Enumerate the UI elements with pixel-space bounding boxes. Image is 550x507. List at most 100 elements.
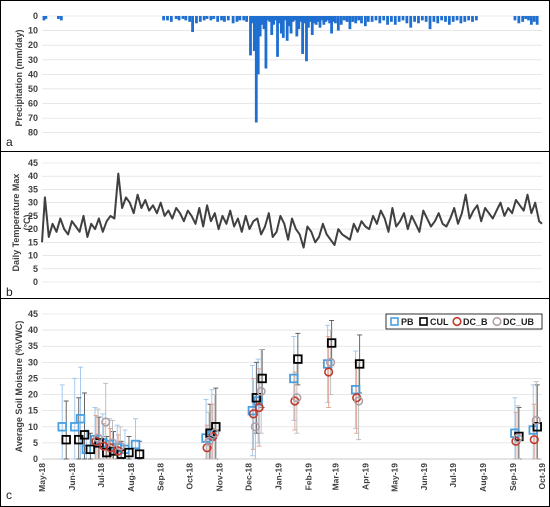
panel-label-b: b xyxy=(6,285,13,299)
precip-bar xyxy=(524,16,527,19)
precip-bar xyxy=(326,16,330,21)
soil-xtick-label: Sep-19 xyxy=(508,463,518,491)
precip-bar xyxy=(374,16,378,21)
precip-bar xyxy=(251,16,254,24)
precip-bar xyxy=(310,16,314,35)
precip-bar xyxy=(314,16,318,25)
precip-bar xyxy=(420,16,424,21)
precip-bar xyxy=(451,16,455,22)
precip-bar xyxy=(57,16,60,19)
marker-pb xyxy=(130,439,141,450)
precip-bar xyxy=(258,16,262,37)
marker-pb xyxy=(70,422,80,432)
precip-ytick-label: 70 xyxy=(28,113,38,123)
soil-xtick-label: May-19 xyxy=(389,463,399,492)
precip-bar xyxy=(467,16,471,21)
precip-bar xyxy=(527,16,530,21)
precip-bar xyxy=(274,16,277,21)
precip-bar xyxy=(517,16,521,24)
marker-dc_ub xyxy=(93,433,103,443)
temp-ytick-label: 15 xyxy=(28,237,38,247)
temp-ytick-label: 35 xyxy=(28,184,38,194)
precip-bar xyxy=(177,16,181,21)
precip-bar xyxy=(455,16,459,21)
legend-marker-dc-b xyxy=(452,316,462,327)
precip-bar xyxy=(285,16,289,41)
soil-xtick-label: Aug-18 xyxy=(126,463,136,492)
precip-bar xyxy=(223,16,226,22)
soil-ytick-label: 30 xyxy=(28,357,38,367)
precip-bar xyxy=(268,16,272,22)
marker-dc_b xyxy=(105,443,116,453)
precip-bar xyxy=(162,16,166,21)
marker-cul xyxy=(257,373,267,384)
marker-cul xyxy=(61,434,71,445)
precip-bar xyxy=(276,16,279,57)
precip-bar xyxy=(256,16,260,75)
precip-bar xyxy=(357,16,361,21)
precip-bar xyxy=(216,16,220,22)
precip-bar xyxy=(195,16,198,24)
precip-bar xyxy=(318,16,322,28)
marker-cul xyxy=(293,354,303,364)
precip-bar xyxy=(289,16,293,34)
marker-dc_ub xyxy=(204,436,214,446)
soil-xtick-label: Mar-19 xyxy=(330,463,340,491)
soil-xtick-label: Apr-19 xyxy=(360,463,370,490)
precip-bar xyxy=(393,16,397,25)
precip-bar xyxy=(231,16,235,24)
soil-ytick-label: 5 xyxy=(33,438,38,448)
marker-dc_b xyxy=(529,435,539,445)
precip-ytick-label: 0 xyxy=(33,11,38,21)
temp-ytick-label: 20 xyxy=(28,224,38,234)
soil-xtick-label: Jul-18 xyxy=(96,463,106,488)
precip-bar xyxy=(169,16,173,22)
soil-xtick-label: Jan-19 xyxy=(273,463,283,490)
precip-bar xyxy=(444,16,447,22)
soil-xtick-label: Jul-19 xyxy=(448,463,458,488)
precip-bar xyxy=(354,16,358,24)
precip-bar xyxy=(401,16,405,21)
precip-bar xyxy=(417,16,420,24)
precip-bar xyxy=(166,16,169,21)
marker-dc_ub xyxy=(326,357,336,367)
precip-bar xyxy=(397,16,401,22)
marker-cul xyxy=(532,422,542,432)
precip-bar xyxy=(279,16,283,34)
precip-bar xyxy=(245,16,249,22)
precip-bar xyxy=(198,16,202,22)
marker-dc_ub xyxy=(101,417,111,427)
precip-bar xyxy=(181,16,185,19)
precip-ytick-label: 40 xyxy=(28,69,38,79)
temp-ytick-label: 40 xyxy=(28,171,38,181)
panel-b-frame xyxy=(0,151,550,299)
soil-ytick-label: 15 xyxy=(28,406,38,416)
precip-bar xyxy=(447,16,451,25)
precip-bar xyxy=(334,16,337,24)
precip-bar xyxy=(59,16,63,21)
marker-pb xyxy=(57,422,67,432)
precip-bar xyxy=(278,16,281,24)
soil-y-axis-label: Average Soil Moisture (%VWC) xyxy=(14,321,24,453)
precip-bar xyxy=(316,16,320,22)
precip-bar xyxy=(220,16,223,21)
soil-xtick-label: Aug-19 xyxy=(478,463,488,492)
precip-bar xyxy=(351,16,355,22)
precip-bar xyxy=(312,16,316,24)
precip-bar xyxy=(342,16,346,21)
precip-bar xyxy=(474,16,478,21)
panel-label-c: c xyxy=(6,488,12,502)
precip-bar xyxy=(249,16,252,56)
precip-bar xyxy=(532,16,536,22)
precip-bar xyxy=(291,16,295,22)
precip-bar xyxy=(320,16,324,21)
precip-bar xyxy=(235,16,239,22)
precip-bar xyxy=(339,16,343,25)
precip-bar xyxy=(270,16,274,35)
precip-bar xyxy=(513,16,517,21)
precip-bar xyxy=(202,16,206,21)
marker-cul xyxy=(354,359,365,369)
precip-bar xyxy=(428,16,432,30)
precip-ytick-label: 80 xyxy=(28,128,38,138)
marker-dc_b xyxy=(113,446,123,456)
